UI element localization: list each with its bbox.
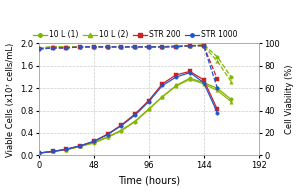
Legend: 10 L (1), 10 L (2), STR 200, STR 1000: 10 L (1), 10 L (2), STR 200, STR 1000 — [30, 27, 241, 42]
Y-axis label: Viable Cells (x10⁷ cells/mL): Viable Cells (x10⁷ cells/mL) — [6, 42, 15, 157]
Y-axis label: Cell Viability (%): Cell Viability (%) — [285, 65, 294, 134]
X-axis label: Time (hours): Time (hours) — [118, 176, 180, 185]
